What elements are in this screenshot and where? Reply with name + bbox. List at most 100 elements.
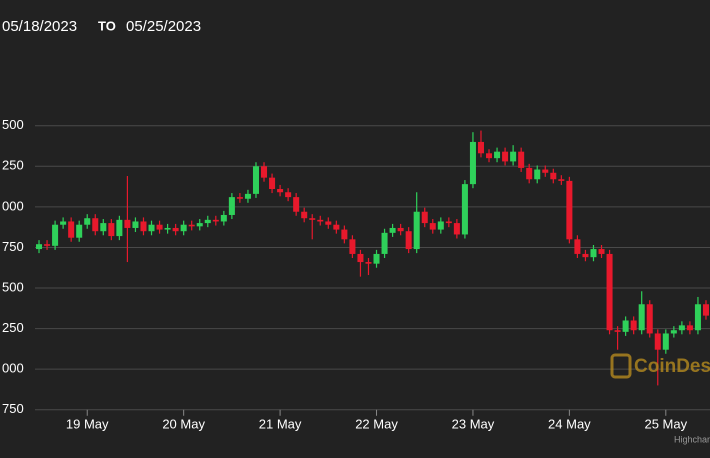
candle-body bbox=[461, 184, 468, 235]
candle-body bbox=[277, 189, 284, 193]
candle-body bbox=[662, 333, 669, 350]
candle-body bbox=[244, 193, 251, 199]
candle-body bbox=[84, 218, 91, 225]
candle-body bbox=[180, 224, 187, 232]
candle-body bbox=[44, 244, 51, 246]
date-from: 05/18/2023 bbox=[2, 18, 77, 35]
candle-body bbox=[630, 320, 637, 331]
candle-body bbox=[220, 214, 227, 222]
credit: Highchar bbox=[674, 434, 710, 444]
candle-body bbox=[405, 231, 412, 250]
candle-body bbox=[686, 325, 693, 331]
candle-body bbox=[389, 227, 396, 233]
candle-body bbox=[590, 249, 597, 258]
candle-body bbox=[502, 151, 509, 162]
candle-body bbox=[52, 224, 59, 246]
candle-body bbox=[76, 224, 83, 238]
x-tick-label: 24 May bbox=[548, 416, 591, 431]
candle-body bbox=[140, 221, 147, 232]
candle-body bbox=[285, 192, 292, 198]
candle-body bbox=[124, 219, 131, 228]
x-tick-label: 22 May bbox=[355, 416, 398, 431]
x-tick-label: 23 May bbox=[452, 416, 495, 431]
candle-body bbox=[164, 227, 171, 230]
candle-body bbox=[212, 219, 219, 222]
candle-body bbox=[317, 219, 324, 222]
candle-body bbox=[534, 169, 541, 180]
candle-body bbox=[421, 211, 428, 224]
candle-body bbox=[156, 224, 163, 230]
candle-body bbox=[526, 167, 533, 180]
candle-body bbox=[678, 325, 685, 331]
candle-body bbox=[437, 221, 444, 230]
candle-body bbox=[373, 253, 380, 264]
candle-body bbox=[293, 197, 300, 212]
y-tick-label: 500 bbox=[2, 117, 24, 132]
candle-body bbox=[638, 304, 645, 331]
candle-body bbox=[550, 172, 557, 180]
y-tick-label: 000 bbox=[2, 198, 24, 213]
candle-body bbox=[566, 180, 573, 240]
y-tick-label: 750 bbox=[2, 401, 24, 416]
candle-body bbox=[445, 221, 452, 224]
candle-body bbox=[542, 169, 549, 173]
candle-body bbox=[429, 223, 436, 230]
candle-body bbox=[494, 151, 501, 159]
candle-body bbox=[325, 221, 332, 225]
candle-body bbox=[333, 224, 340, 230]
candle-body bbox=[453, 223, 460, 235]
candle-body bbox=[236, 197, 243, 199]
candle-body bbox=[269, 177, 276, 190]
y-tick-label: 000 bbox=[2, 361, 24, 376]
candle-body bbox=[357, 253, 364, 263]
candle-body bbox=[574, 239, 581, 254]
candle-body bbox=[694, 304, 701, 331]
candle-body bbox=[670, 330, 677, 334]
candle-body bbox=[116, 219, 123, 237]
candle-body bbox=[702, 304, 709, 316]
candle-body bbox=[36, 244, 43, 250]
y-tick-label: 250 bbox=[2, 158, 24, 173]
candle-body bbox=[469, 141, 476, 185]
candle-body bbox=[60, 221, 67, 225]
candle-body bbox=[558, 179, 565, 181]
watermark-logo bbox=[610, 353, 632, 379]
x-tick-label: 25 May bbox=[644, 416, 687, 431]
candle-body bbox=[654, 333, 661, 350]
candle-body bbox=[188, 224, 195, 227]
candle-body bbox=[349, 239, 356, 254]
candle-body bbox=[132, 221, 139, 228]
candle-body bbox=[309, 218, 316, 220]
y-tick-label: 500 bbox=[2, 279, 24, 294]
candle-body bbox=[196, 223, 203, 227]
candle-body bbox=[341, 229, 348, 240]
candle-body bbox=[518, 151, 525, 168]
candle-body bbox=[228, 197, 235, 215]
candle-body bbox=[477, 141, 484, 154]
candle-body bbox=[261, 166, 268, 178]
candle-body bbox=[486, 153, 493, 159]
x-tick-label: 19 May bbox=[66, 416, 109, 431]
candle-body bbox=[397, 227, 404, 232]
candle-body bbox=[365, 262, 372, 264]
x-tick-label: 20 May bbox=[162, 416, 205, 431]
y-tick-label: 750 bbox=[2, 239, 24, 254]
candle-body bbox=[413, 211, 420, 250]
candle-body bbox=[606, 253, 613, 331]
candle-body bbox=[172, 227, 179, 232]
candle-body bbox=[301, 211, 308, 219]
candle-body bbox=[381, 232, 388, 254]
candle-body bbox=[100, 223, 107, 232]
candle-body bbox=[614, 330, 621, 332]
candle-body bbox=[622, 320, 629, 332]
candle-body bbox=[148, 224, 155, 232]
candle-body bbox=[510, 151, 517, 162]
candle-body bbox=[582, 253, 589, 258]
candle-body bbox=[598, 249, 605, 254]
watermark: CoinDes bbox=[634, 356, 710, 377]
candle-body bbox=[204, 219, 211, 224]
candle-body bbox=[92, 218, 99, 232]
date-to: 05/25/2023 bbox=[126, 18, 201, 35]
